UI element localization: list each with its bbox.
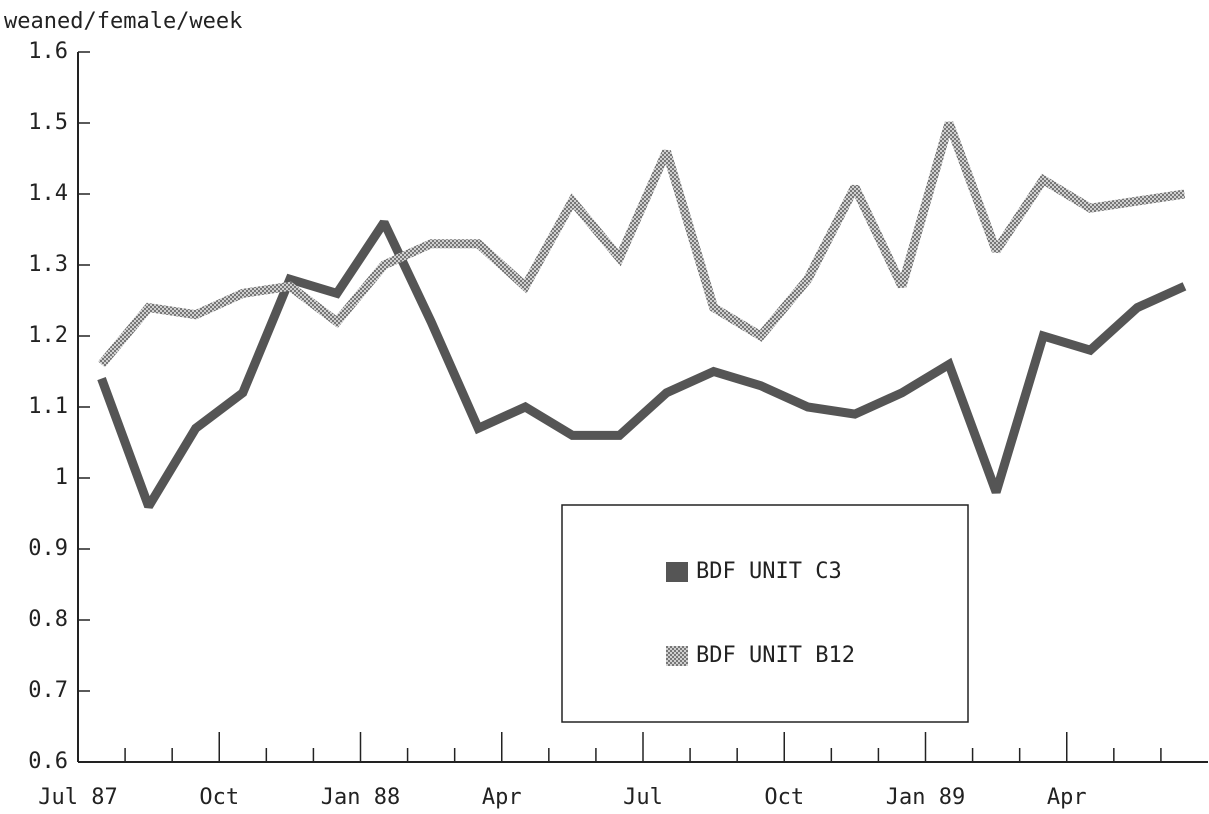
- y-tick-label: 0.6: [28, 749, 68, 774]
- x-tick-label: Jan 88: [321, 785, 400, 810]
- y-tick-label: 0.9: [28, 536, 68, 561]
- x-tick-label: Jul 87: [38, 785, 117, 810]
- y-tick-label: 1.1: [28, 394, 68, 419]
- x-tick-label: Apr: [482, 785, 522, 810]
- legend-swatch: [666, 562, 688, 582]
- series-line: [97, 219, 1187, 509]
- y-tick-label: 0.8: [28, 607, 68, 632]
- x-tick-label: Oct: [764, 785, 804, 810]
- legend-label: BDF UNIT C3: [696, 559, 842, 584]
- legend-box: [561, 504, 969, 723]
- y-tick-label: 1.5: [28, 110, 68, 135]
- y-tick-label: 1.6: [28, 39, 68, 64]
- y-tick-label: 0.7: [28, 678, 68, 703]
- y-tick-label: 1.3: [28, 252, 68, 277]
- legend-swatch: [666, 646, 688, 666]
- series-line: [98, 121, 1186, 368]
- x-tick-label: Jul: [623, 785, 663, 810]
- y-axis-label: weaned/female/week: [4, 9, 242, 34]
- x-tick-label: Apr: [1047, 785, 1087, 810]
- x-tick-label: Jan 89: [886, 785, 965, 810]
- x-tick-label: Oct: [199, 785, 239, 810]
- legend-label: BDF UNIT B12: [696, 643, 855, 668]
- y-tick-label: 1.4: [28, 181, 68, 206]
- y-tick-label: 1: [55, 465, 68, 490]
- y-tick-label: 1.2: [28, 323, 68, 348]
